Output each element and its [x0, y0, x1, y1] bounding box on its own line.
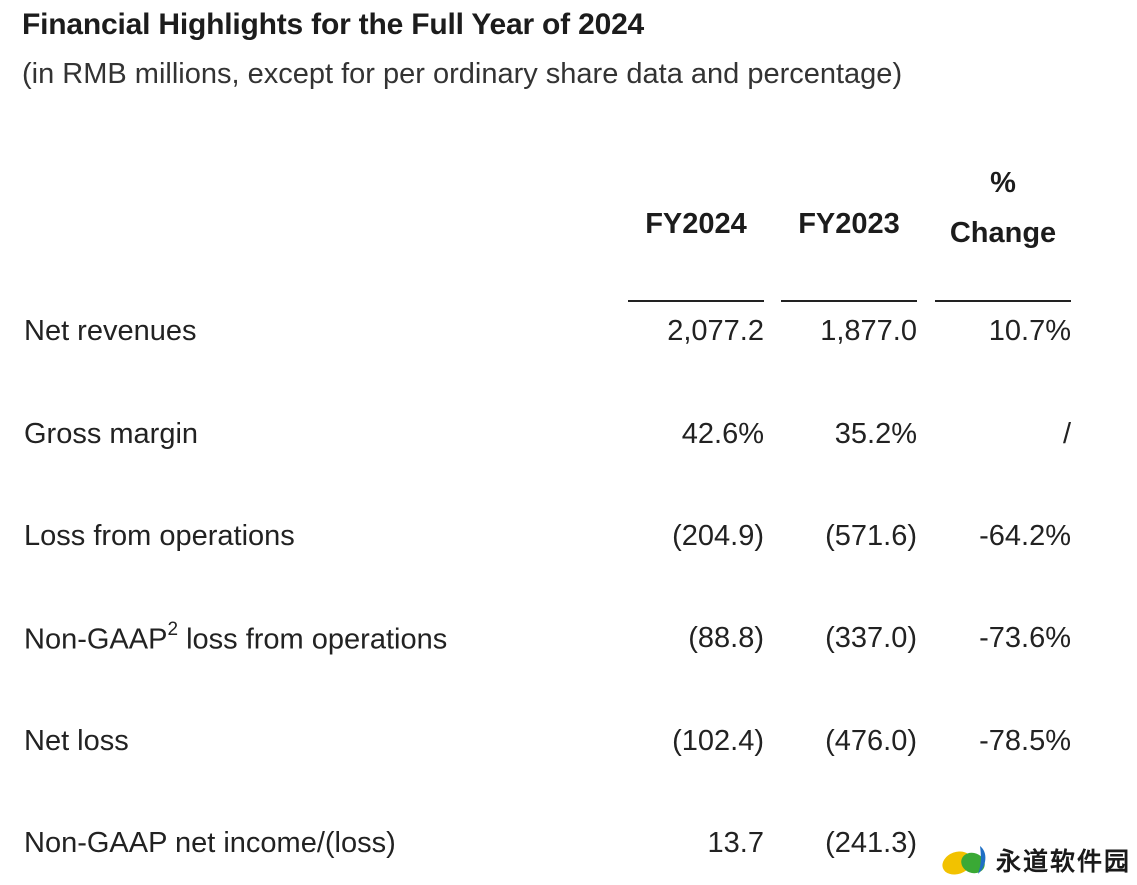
column-header-fy2024: FY2024	[628, 208, 764, 241]
row-label: Net loss	[24, 725, 129, 758]
table-row: Non-GAAP net income/(loss) 13.7 (241.3)	[0, 827, 1137, 867]
column-header-change-label: Change	[949, 217, 1057, 249]
column-header-change: % Change	[935, 158, 1071, 258]
table-row: Non-GAAP2 loss from operations (88.8) (3…	[0, 619, 1137, 662]
column-header-change-percent: %	[990, 167, 1016, 199]
row-label: Gross margin	[24, 418, 198, 451]
report-subtitle: (in RMB millions, except for per ordinar…	[22, 58, 903, 90]
cell-fy2024: (88.8)	[688, 622, 764, 654]
cell-fy2023: 1,877.0	[820, 315, 917, 347]
footnote-marker: 2	[167, 619, 179, 640]
column-header-fy2024-label: FY2024	[645, 208, 747, 240]
watermark-text: 永道软件园	[996, 847, 1132, 876]
row-label-rest: loss from operations	[178, 623, 448, 656]
table-row: Net loss (102.4) (476.0) -78.5%	[0, 725, 1137, 765]
cell-change: -64.2%	[979, 520, 1071, 552]
column-header-fy2023-label: FY2023	[798, 208, 900, 240]
row-label: Loss from operations	[24, 520, 295, 553]
cell-change: -73.6%	[979, 622, 1071, 654]
cell-fy2023: 35.2%	[834, 418, 917, 450]
row-label-text: Non-GAAP net income/(loss)	[24, 827, 396, 859]
row-label: Net revenues	[24, 315, 197, 348]
table-row: Gross margin 42.6% 35.2% /	[0, 418, 1137, 458]
cell-change: 10.7%	[988, 315, 1071, 347]
cell-fy2024: 42.6%	[681, 418, 764, 450]
row-label-text: Gross margin	[24, 418, 199, 450]
cell-fy2024: 13.7	[707, 827, 764, 859]
header-rule-fy2023	[781, 300, 917, 302]
header-rule-change	[935, 300, 1071, 302]
cell-fy2023: (241.3)	[825, 827, 917, 859]
table-row: Net revenues 2,077.2 1,877.0 10.7%	[0, 315, 1137, 355]
column-header-fy2023: FY2023	[781, 208, 917, 241]
cell-change: /	[1062, 418, 1071, 450]
report-title: Financial Highlights for the Full Year o…	[22, 8, 645, 41]
row-label-text: Non-GAAP	[24, 623, 168, 656]
cell-fy2023: (571.6)	[825, 520, 917, 552]
cell-change: -78.5%	[979, 725, 1071, 757]
watermark: 永道软件园	[940, 842, 1131, 878]
header-rule-fy2024	[628, 300, 764, 302]
leaf-logo-icon	[940, 843, 990, 877]
cell-fy2024: (204.9)	[672, 520, 764, 552]
row-label-text: Loss from operations	[24, 520, 295, 552]
row-label-text: Net loss	[24, 725, 129, 757]
cell-fy2023: (476.0)	[825, 725, 917, 757]
table-row: Loss from operations (204.9) (571.6) -64…	[0, 520, 1137, 560]
cell-fy2023: (337.0)	[825, 622, 917, 654]
cell-fy2024: (102.4)	[672, 725, 764, 757]
row-label: Non-GAAP net income/(loss)	[24, 827, 396, 860]
row-label-text: Net revenues	[24, 315, 197, 347]
cell-fy2024: 2,077.2	[667, 315, 764, 347]
row-label: Non-GAAP2 loss from operations	[24, 619, 448, 657]
